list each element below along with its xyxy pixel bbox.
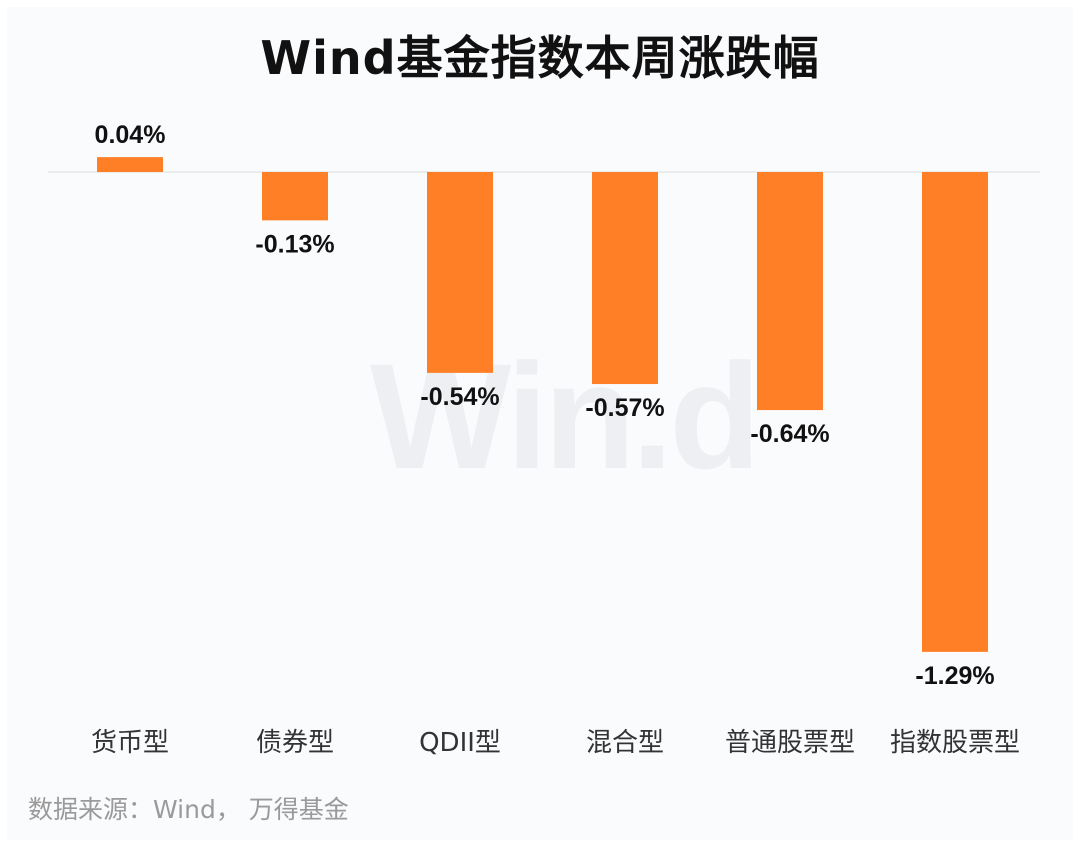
chart-background bbox=[7, 7, 1073, 840]
bar-5 bbox=[922, 172, 988, 652]
value-label-3: -0.57% bbox=[585, 394, 664, 422]
bar-3 bbox=[592, 172, 658, 385]
category-label-4: 普通股票型 bbox=[725, 728, 855, 758]
value-label-0: 0.04% bbox=[95, 121, 166, 149]
category-label-3: 混合型 bbox=[586, 728, 664, 758]
category-label-5: 指数股票型 bbox=[890, 728, 1020, 758]
value-label-1: -0.13% bbox=[255, 230, 334, 258]
bar-1 bbox=[262, 172, 328, 221]
category-label-1: 债券型 bbox=[256, 728, 334, 758]
value-label-5: -1.29% bbox=[915, 662, 994, 690]
category-label-0: 货币型 bbox=[91, 728, 169, 758]
value-label-4: -0.64% bbox=[750, 420, 829, 448]
bar-4 bbox=[757, 172, 823, 411]
value-label-2: -0.54% bbox=[420, 383, 499, 411]
bar-0 bbox=[97, 157, 163, 172]
category-label-2: QDII型 bbox=[419, 728, 501, 758]
chart-title: Wind基金指数本周涨跌幅 bbox=[260, 31, 820, 85]
source-note: 数据来源：Wind， 万得基金 bbox=[28, 795, 349, 824]
bar-2 bbox=[427, 172, 493, 373]
